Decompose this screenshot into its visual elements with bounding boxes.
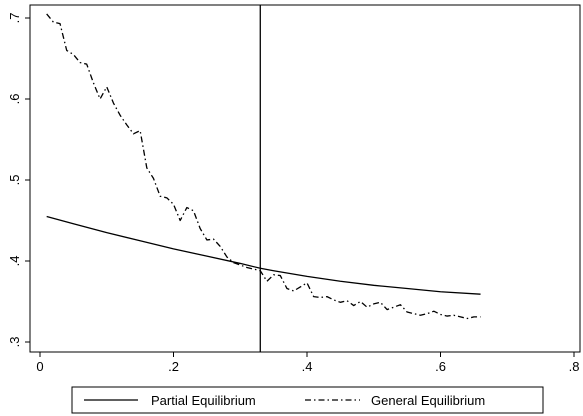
- x-tick-label: .4: [302, 359, 313, 374]
- y-tick-label: .4: [7, 256, 22, 267]
- y-tick-label: .5: [7, 175, 22, 186]
- series-line-partial-equilibrium: [46, 215, 481, 295]
- y-tick-label: .3: [7, 337, 22, 348]
- legend-label-partial-equilibrium: Partial Equilibrium: [151, 393, 256, 408]
- legend: Partial Equilibrium General Equilibrium: [71, 386, 544, 414]
- x-tick-label: .2: [168, 359, 179, 374]
- y-tick-label: .7: [7, 13, 22, 24]
- x-tick-label: 0: [36, 359, 43, 374]
- legend-label-general-equilibrium: General Equilibrium: [371, 393, 485, 408]
- y-tick-label: .6: [7, 94, 22, 105]
- x-tick-label: .8: [569, 359, 580, 374]
- y-axis: .3 .4 .5 .6 .7: [7, 13, 30, 348]
- plot-frame: [29, 4, 581, 353]
- x-tick-label: .6: [435, 359, 446, 374]
- series-line-general-equilibrium: [46, 13, 481, 320]
- x-axis: 0 .2 .4 .6 .8: [36, 352, 579, 374]
- series-group: [46, 13, 481, 320]
